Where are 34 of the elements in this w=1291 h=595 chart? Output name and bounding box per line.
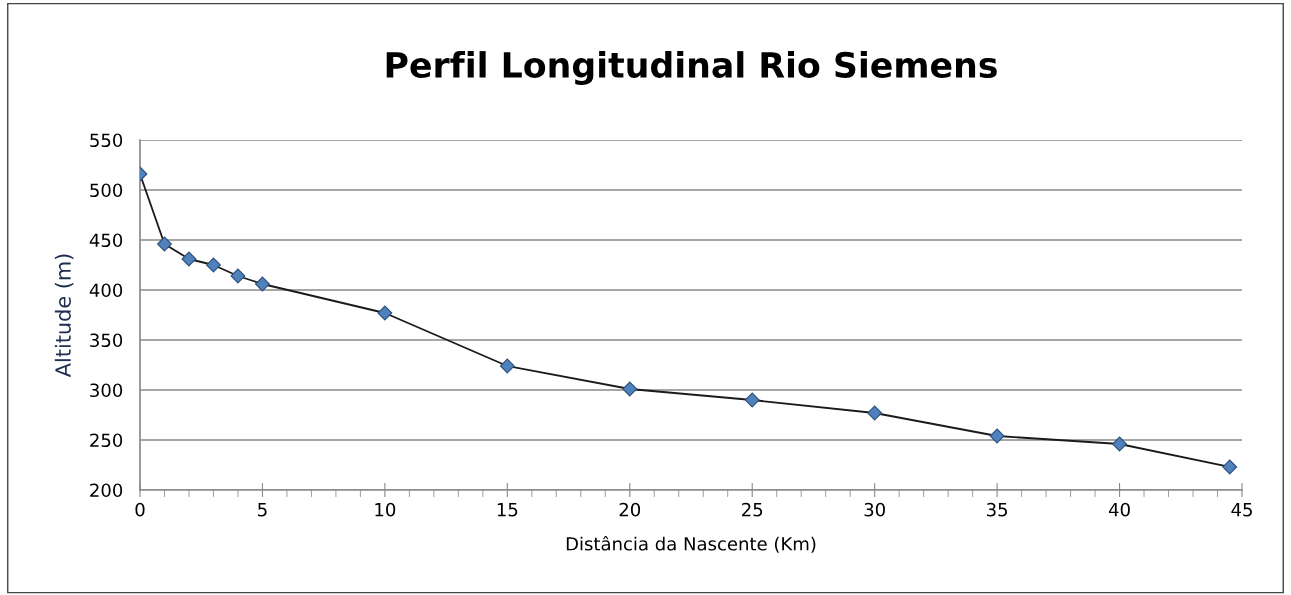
x-tick-label: 10	[375, 502, 396, 517]
point	[499, 358, 515, 374]
point	[181, 251, 197, 267]
point	[206, 257, 221, 273]
point	[157, 236, 172, 252]
point	[989, 428, 1005, 444]
point	[1222, 459, 1238, 475]
point	[744, 392, 760, 408]
point	[255, 276, 270, 292]
x-tick-label: 45	[1231, 503, 1252, 517]
point	[867, 405, 883, 421]
x-tick-label: 5	[258, 503, 267, 517]
x-tick-label: 25	[742, 502, 763, 517]
x-tick-label: 15	[497, 503, 518, 517]
x-axis-title: Distância da Nascente (Km)	[566, 535, 816, 553]
y-tick-label: 450	[89, 233, 123, 248]
point	[230, 268, 246, 284]
y-tick-label: 500	[90, 183, 123, 198]
point	[622, 381, 638, 397]
chart-title: Perfil Longitudinal Rio Siemens	[386, 51, 997, 85]
y-tick-label: 550	[90, 133, 123, 148]
y-tick-label: 200	[90, 483, 123, 498]
y-axis-title: Altitude (m)	[54, 254, 74, 378]
x-tick-label: 30	[864, 502, 885, 517]
x-tick-label: 40	[1108, 502, 1130, 517]
y-tick-label: 250	[90, 433, 123, 448]
point	[1112, 436, 1127, 452]
y-tick-label: 350	[90, 333, 123, 348]
y-tick-label: 300	[90, 383, 123, 398]
x-tick-label: 0	[135, 502, 145, 517]
point	[377, 305, 393, 321]
x-tick-label: 20	[619, 502, 641, 517]
x-tick-label: 35	[987, 502, 1008, 517]
y-tick-label: 400	[89, 283, 123, 298]
